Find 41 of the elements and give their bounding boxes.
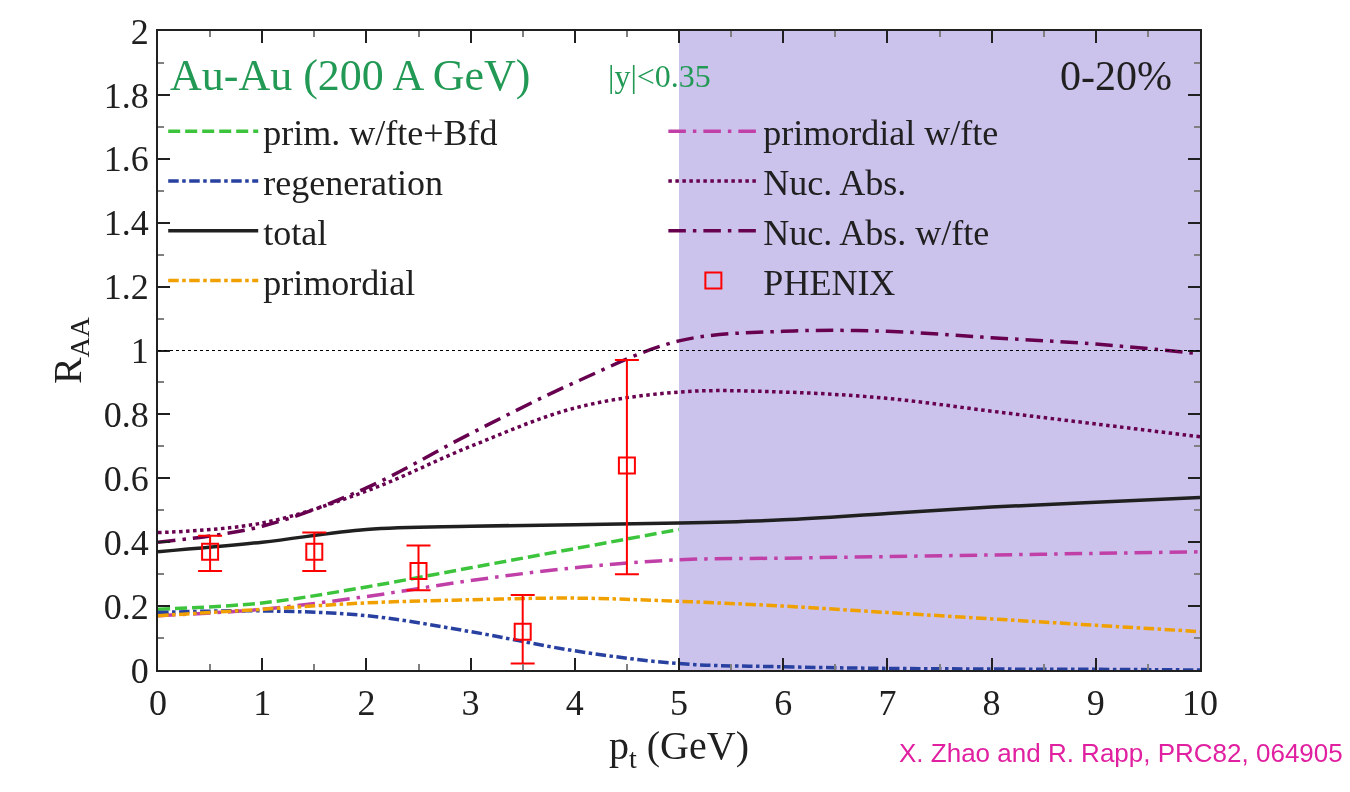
y-tick-label: 1.6 bbox=[103, 139, 149, 180]
y-tick-label: 0 bbox=[130, 650, 149, 691]
y-tick-label: 2 bbox=[130, 11, 149, 52]
legend-label: total bbox=[263, 212, 328, 253]
legend-label: regeneration bbox=[263, 163, 444, 204]
annotation: 0-20% bbox=[1060, 53, 1172, 99]
legend-label: primordial w/fte bbox=[763, 113, 999, 154]
x-tick-label: 6 bbox=[774, 683, 793, 724]
x-axis-title: p$_{t}$ (GeV) bbox=[609, 723, 749, 774]
point bbox=[513, 622, 532, 641]
line-series bbox=[158, 527, 681, 612]
y-tick-label: 1.4 bbox=[103, 203, 149, 244]
x-tick-label: 10 bbox=[1182, 683, 1218, 724]
y-tick-label: 1.2 bbox=[103, 267, 149, 308]
y-tick-label: 1.8 bbox=[103, 75, 149, 116]
y-tick-label: 1 bbox=[130, 331, 149, 372]
legend-label: PHENIX bbox=[763, 262, 896, 303]
point bbox=[201, 542, 220, 561]
point bbox=[305, 542, 324, 561]
legend-label: Nuc. Abs. w/fte bbox=[763, 212, 990, 253]
x-tick-label: 4 bbox=[565, 683, 584, 724]
point bbox=[409, 561, 428, 580]
x-tick-label: 1 bbox=[253, 683, 272, 724]
x-tick-label: 7 bbox=[878, 683, 897, 724]
text: X. Zhao and R. Rapp, PRC82, 064905 bbox=[899, 738, 1343, 768]
y-tick-label: 0.6 bbox=[103, 458, 149, 499]
point bbox=[617, 456, 636, 475]
y-tick-label: 0.4 bbox=[103, 522, 149, 563]
x-tick-label: 2 bbox=[357, 683, 376, 724]
line-series bbox=[158, 609, 1200, 670]
legend-label: primordial bbox=[263, 262, 416, 303]
annotation: Au-Au (200 A GeV) bbox=[170, 51, 531, 100]
legend-label: prim. w/fte+Bfd bbox=[263, 113, 498, 154]
y-tick-label: 0.8 bbox=[103, 395, 149, 435]
x-tick-label: 9 bbox=[1086, 683, 1105, 724]
x-tick-label: 5 bbox=[670, 683, 688, 724]
x-tick-label: 8 bbox=[982, 683, 1001, 724]
y-tick-label: 0.2 bbox=[103, 586, 149, 627]
annotation: |y|<0.35 bbox=[608, 58, 711, 94]
x-tick-label: 3 bbox=[461, 683, 480, 724]
legend-label: Nuc. Abs. bbox=[763, 163, 907, 204]
